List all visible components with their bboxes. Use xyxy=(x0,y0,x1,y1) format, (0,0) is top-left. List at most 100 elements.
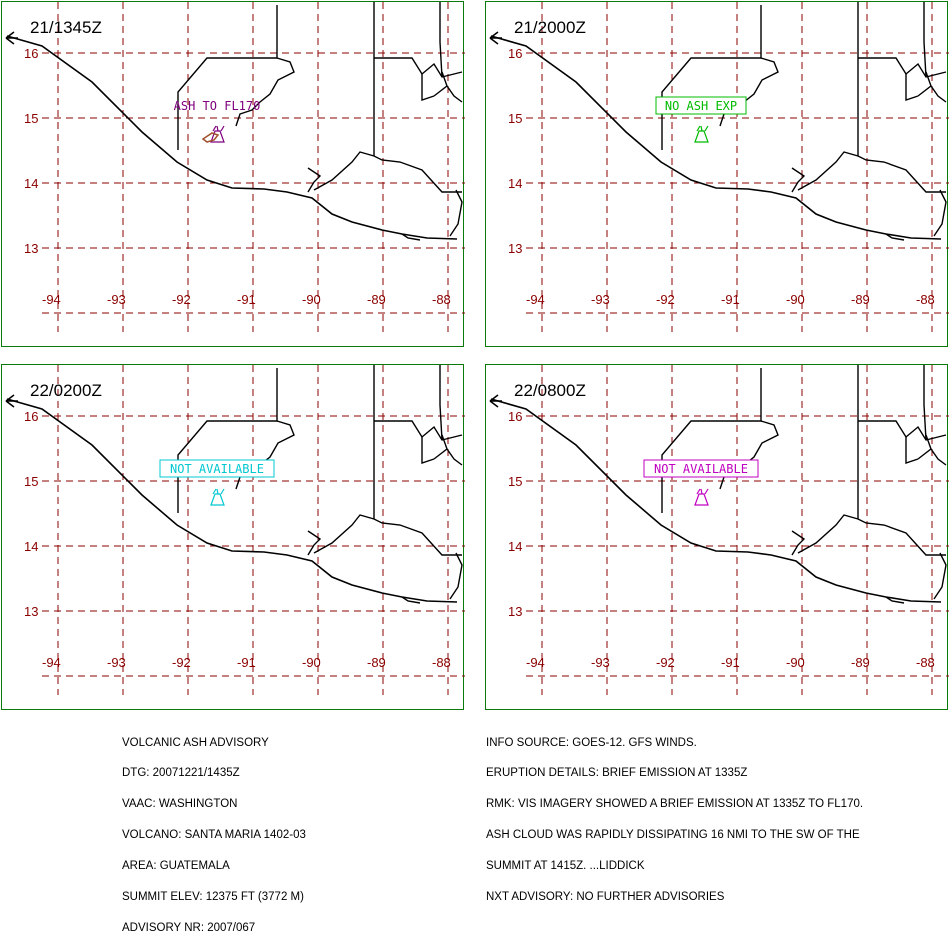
map-panel-1: 16 15 14 13 -94 -93 -92 -91 -90 -89 -88 ASH TO FL17… xyxy=(1,1,465,347)
longitude-label: -89 xyxy=(851,655,870,670)
latitude-label: 14 xyxy=(24,539,38,554)
ash-label-box xyxy=(159,459,275,478)
latitude-label: 14 xyxy=(508,176,522,191)
country-border xyxy=(449,189,463,237)
country-border xyxy=(905,437,919,464)
country-border xyxy=(791,167,806,193)
country-border xyxy=(401,596,421,604)
country-border xyxy=(719,57,779,127)
country-border xyxy=(858,420,947,441)
map-panel-4: 16 15 14 13 -94 -93 -92 -91 -90 -89 -88 NOT AVAILAB… xyxy=(485,364,949,710)
longitude-label: -88 xyxy=(916,655,935,670)
advisory-line: RMK: VIS IMAGERY SHOWED A BRIEF EMISSION… xyxy=(486,798,864,811)
country-border xyxy=(905,74,919,101)
country-border xyxy=(719,420,779,490)
ash-label-box xyxy=(655,96,747,115)
country-border xyxy=(421,74,435,101)
country-border xyxy=(923,365,927,441)
country-border xyxy=(235,57,295,127)
volcano-icon xyxy=(210,488,225,506)
coastline xyxy=(6,398,458,603)
country-border xyxy=(374,420,463,441)
longitude-label: -93 xyxy=(591,292,610,307)
country-border xyxy=(177,5,278,150)
country-border xyxy=(925,71,932,87)
longitude-label: -92 xyxy=(656,292,675,307)
country-border xyxy=(791,530,806,556)
longitude-label: -88 xyxy=(916,292,935,307)
longitude-label: -90 xyxy=(302,655,321,670)
map-panel-3: 16 15 14 13 -94 -93 -92 -91 -90 -89 -88 NOT AVAILAB… xyxy=(1,364,465,710)
longitude-label: -92 xyxy=(172,655,191,670)
latitude-label: 16 xyxy=(508,409,522,424)
latitude-label: 14 xyxy=(508,539,522,554)
country-border xyxy=(661,5,762,150)
country-border xyxy=(439,2,443,78)
country-border xyxy=(917,447,947,466)
coastline xyxy=(490,398,942,603)
longitude-label: -91 xyxy=(237,292,256,307)
advisory-line: NXT ADVISORY: NO FURTHER ADVISORIES xyxy=(486,891,725,904)
longitude-label: -90 xyxy=(302,292,321,307)
country-border xyxy=(933,189,947,237)
panel-time: 22/0200Z xyxy=(30,381,102,400)
country-border xyxy=(933,552,947,600)
latitude-label: 16 xyxy=(508,46,522,61)
longitude-label: -94 xyxy=(526,655,545,670)
ash-cloud-polygon xyxy=(201,132,220,143)
latitude-label: 13 xyxy=(508,604,522,619)
ash-label: NOT AVAILABLE xyxy=(654,462,748,476)
country-border xyxy=(858,57,947,78)
advisory-line: VOLCANO: SANTA MARIA 1402-03 xyxy=(122,829,306,842)
longitude-label: -88 xyxy=(432,292,451,307)
longitude-label: -90 xyxy=(786,655,805,670)
panel-time: 21/1345Z xyxy=(30,18,102,37)
longitude-label: -91 xyxy=(721,655,740,670)
edge-arrow-icon xyxy=(5,31,18,45)
coastline xyxy=(490,35,942,240)
advisory-line: SUMMIT ELEV: 12375 FT (3772 M) xyxy=(122,891,304,904)
latitude-label: 13 xyxy=(24,604,38,619)
latitude-label: 16 xyxy=(24,46,38,61)
advisory-line: ASH CLOUD WAS RAPIDLY DISSIPATING 16 NMI… xyxy=(486,829,860,842)
panel-time: 22/0800Z xyxy=(514,381,586,400)
map-panel-2: 16 15 14 13 -94 -93 -92 -91 -90 -89 -88 NO ASH EXP 2… xyxy=(485,1,949,347)
map-canvas: 16 15 14 13 -94 -93 -92 -91 -90 -89 -88 ASH TO FL17… xyxy=(5,2,465,332)
advisory-line: ADVISORY NR: 2007/067 xyxy=(122,921,256,934)
longitude-label: -94 xyxy=(42,655,61,670)
longitude-label: -94 xyxy=(42,292,61,307)
country-border xyxy=(917,84,947,103)
latitude-label: 15 xyxy=(24,111,38,126)
edge-arrow-icon xyxy=(5,394,18,408)
country-border xyxy=(421,437,435,464)
country-border xyxy=(313,514,462,556)
country-border xyxy=(433,84,463,103)
advisory-line: ERUPTION DETAILS: BRIEF EMISSION AT 1335… xyxy=(486,767,748,780)
latitude-label: 15 xyxy=(508,111,522,126)
country-border xyxy=(374,57,463,78)
latitude-label: 15 xyxy=(24,474,38,489)
country-border xyxy=(441,434,448,450)
advisory-line: VAAC: WASHINGTON xyxy=(122,798,238,811)
map-canvas: 16 15 14 13 -94 -93 -92 -91 -90 -89 -88 NO ASH EXP xyxy=(489,2,949,332)
country-border xyxy=(797,514,946,556)
longitude-label: -89 xyxy=(367,292,386,307)
map-canvas: 16 15 14 13 -94 -93 -92 -91 -90 -89 -88 NOT AVAILAB… xyxy=(5,365,465,695)
latitude-label: 13 xyxy=(24,241,38,256)
country-border xyxy=(441,71,448,87)
latitude-label: 15 xyxy=(508,474,522,489)
country-border xyxy=(235,420,295,490)
country-border xyxy=(307,167,322,193)
volcano-icon xyxy=(210,125,225,143)
panel-time: 21/2000Z xyxy=(514,18,586,37)
country-border xyxy=(885,596,905,604)
coastline xyxy=(6,35,458,240)
ash-label: ASH TO FL170 xyxy=(174,99,261,113)
advisory-line: DTG: 20071221/1435Z xyxy=(122,767,240,780)
longitude-label: -92 xyxy=(172,292,191,307)
longitude-label: -92 xyxy=(656,655,675,670)
country-border xyxy=(797,151,946,193)
country-border xyxy=(885,233,905,241)
latitude-label: 13 xyxy=(508,241,522,256)
country-border xyxy=(177,368,278,513)
